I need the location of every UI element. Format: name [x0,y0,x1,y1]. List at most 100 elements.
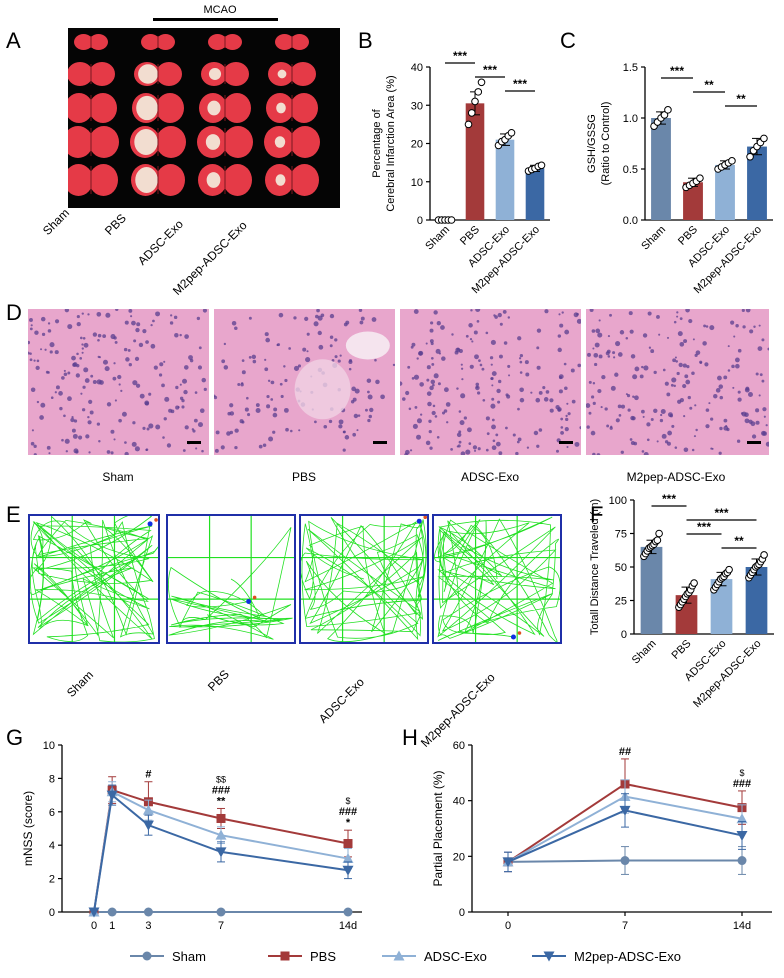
nucleus [730,320,735,325]
data-point [477,78,486,87]
marker-circle [620,856,630,866]
panel-label-e: E [6,502,21,527]
nucleus [473,330,478,335]
nucleus [317,330,322,336]
marker-triangle [736,813,748,824]
bar [465,103,485,220]
nucleus [606,349,611,354]
nucleus [197,365,203,370]
nucleus [84,378,90,383]
nucleus [597,389,602,394]
x-tick-label: 1 [109,920,115,932]
panel-label-b: B [358,28,373,53]
nucleus [646,422,651,427]
nucleus [679,341,685,347]
y-tick-label: 30 [411,100,423,112]
brain-slice [156,164,185,196]
nucleus [266,404,271,409]
nucleus [401,397,406,401]
d-caption-pbs: PBS [291,470,316,484]
infarct-area [208,68,222,80]
nucleus [49,342,55,348]
data-point [653,536,662,545]
nucleus [731,364,735,369]
nucleus [198,346,202,350]
nucleus [750,421,756,427]
nucleus [762,407,767,412]
data-point [660,111,669,119]
nucleus [313,321,319,327]
marker-triangle [342,853,354,864]
x-tick-label: PBS [458,224,482,248]
y-tick-label: 100 [609,495,627,507]
nucleus [87,415,90,419]
nucleus [61,438,64,442]
nucleus [110,429,115,434]
nucleus [727,345,730,348]
y-tick-label: 0.0 [623,215,638,227]
nucleus [642,415,645,418]
nucleus [710,417,714,421]
significance-label: *** [483,63,497,77]
nucleus [159,362,164,367]
nucleus [745,386,750,391]
nucleus [468,323,473,328]
nucleus [121,411,127,417]
y-tick-label: 25 [615,596,627,608]
nucleus [526,446,530,449]
nucleus [679,398,684,403]
nucleus [293,316,297,320]
nucleus [576,318,581,324]
nucleus [648,346,652,349]
nucleus [641,409,645,414]
nucleus [586,425,590,429]
nucleus [703,324,707,328]
data-point [471,97,479,106]
nucleus [114,399,117,402]
nucleus [112,376,117,381]
nucleus [328,419,333,424]
y-tick-label: 40 [453,796,465,808]
track-path [301,517,427,642]
nucleus [164,396,170,402]
nucleus [716,375,722,381]
nucleus [201,449,204,453]
nucleus [558,389,563,394]
nucleus [124,441,127,444]
nucleus [458,430,462,434]
data-point [507,128,516,137]
y-tick-label: 40 [411,62,423,74]
data-point [664,106,672,114]
nucleus [589,309,594,312]
y-axis-label: GSH/GSSG [586,114,598,173]
start-point [252,595,257,600]
brain-slice [208,34,227,50]
nucleus [719,426,723,431]
nucleus [78,435,83,440]
nucleus [425,342,428,345]
nucleus [564,329,570,335]
nucleus [676,371,680,376]
nucleus [202,309,208,313]
nucleus [92,332,98,337]
nucleus [543,397,549,402]
brain-slices [63,34,320,196]
nucleus [592,452,596,455]
nucleus [614,372,619,377]
nucleus [150,323,153,327]
infarct-area [276,102,286,114]
nucleus [247,413,251,417]
nucleus [709,325,715,331]
nucleus [50,396,54,399]
nucleus [549,408,554,413]
y-tick-label: 50 [615,562,627,574]
nucleus [124,451,129,455]
y-axis-label: Partial Placement (%) [431,770,445,886]
nucleus [542,386,546,390]
nucleus [29,352,32,355]
nucleus [626,394,631,398]
nucleus [196,316,201,321]
legend-label: PBS [310,949,336,964]
nucleus [82,336,86,340]
nucleus [183,365,189,370]
